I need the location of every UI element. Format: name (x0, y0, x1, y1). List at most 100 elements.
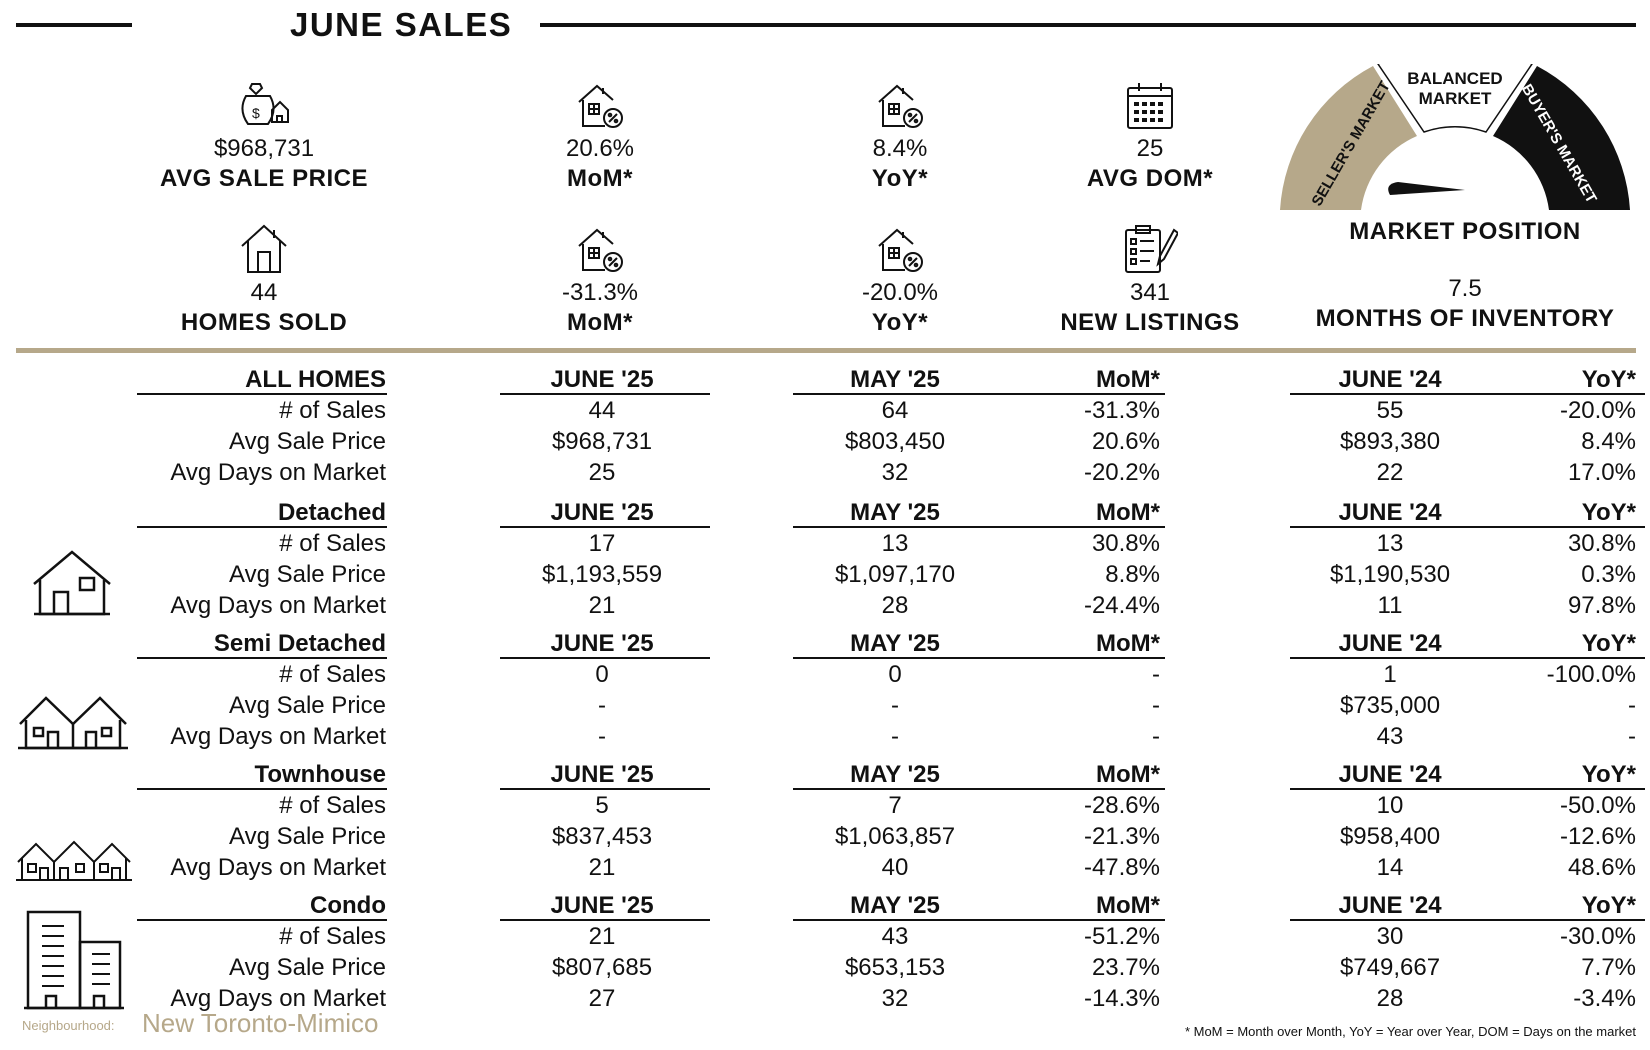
market-position-caption: MARKET POSITION (1349, 218, 1581, 245)
gauge-needle (1388, 182, 1465, 195)
table-cell: -20.2% (1083, 459, 1160, 486)
table-title: Condo (310, 892, 386, 919)
table-title: ALL HOMES (245, 366, 386, 393)
market-position-gauge: BALANCED MARKET SELLER'S MARKET BUYER'S … (1280, 64, 1630, 210)
header-rule-right (540, 23, 1636, 27)
stat-label: YoY* (871, 309, 929, 336)
table-cell: $1,190,530 (1329, 561, 1451, 588)
table-cell: 8.8% (1105, 561, 1160, 588)
column-header-c4: JUNE '24 (1338, 892, 1442, 919)
table-cell: $807,685 (551, 954, 653, 981)
table-title: Townhouse (254, 761, 386, 788)
column-header-c3: MoM* (1096, 366, 1160, 393)
table-cell: -12.6% (1559, 823, 1636, 850)
stat-label: HOMES SOLD (180, 309, 348, 336)
table-header-row: ALL HOMES JUNE '25 MAY '25 MoM* JUNE '24 YoY* (0, 364, 1650, 395)
column-header-c2: MAY '25 (850, 499, 940, 526)
table-row: Avg Days on Market 27 32 -14.3% 28 -3.4% (0, 983, 1650, 1014)
neighbourhood-name: New Toronto-Mimico (142, 1008, 379, 1038)
table-cell: 27 (588, 985, 616, 1012)
table-cell: 28 (1376, 985, 1404, 1012)
table-header-underline (500, 526, 710, 528)
table-cell: 43 (1376, 723, 1404, 750)
table-cell: 30.8% (1567, 530, 1636, 557)
column-header-c2: MAY '25 (850, 366, 940, 393)
neighbourhood-label: Neighbourhood: (22, 1018, 115, 1033)
table-cell: 23.7% (1091, 954, 1160, 981)
gauge-balanced-label-1: BALANCED (1407, 69, 1502, 88)
column-header-c3: MoM* (1096, 892, 1160, 919)
row-label: Avg Sale Price (229, 561, 386, 588)
stat-yoy-price: 8.4% YoY* (770, 78, 1030, 194)
table-header-underline (137, 393, 387, 395)
table-cell: -3.4% (1573, 985, 1636, 1012)
table-row: # of Sales 0 0 - 1 -100.0% (0, 659, 1650, 690)
table-row: # of Sales 44 64 -31.3% 55 -20.0% (0, 395, 1650, 426)
house-percent-icon (470, 222, 730, 274)
semi-detached-icon (18, 696, 128, 750)
table-row: Avg Days on Market 25 32 -20.2% 22 17.0% (0, 457, 1650, 488)
table-cell: 13 (881, 530, 909, 557)
table-cell: -51.2% (1083, 923, 1160, 950)
table-cell: -50.0% (1559, 792, 1636, 819)
row-label: Avg Days on Market (170, 592, 386, 619)
column-header-c1: JUNE '25 (550, 630, 654, 657)
table-cell: - (891, 723, 899, 750)
column-header-c1: JUNE '25 (550, 892, 654, 919)
stat-value: $968,731 (213, 135, 315, 162)
table-title: Detached (277, 499, 386, 526)
row-label: Avg Days on Market (170, 723, 386, 750)
table-header-underline (1290, 919, 1645, 921)
stat-new-listings: 341 NEW LISTINGS (1020, 222, 1280, 338)
table-cell: - (1152, 661, 1160, 688)
stat-homes-sold: 44 HOMES SOLD (134, 222, 394, 338)
table-header-underline (500, 657, 710, 659)
column-header-c2: MAY '25 (850, 892, 940, 919)
stat-value: -31.3% (561, 279, 639, 306)
gauge-balanced-label-2: MARKET (1419, 89, 1492, 108)
table-cell: 32 (881, 459, 909, 486)
table-cell: $958,400 (1339, 823, 1441, 850)
table-header-row: Condo JUNE '25 MAY '25 MoM* JUNE '24 YoY* (0, 890, 1650, 921)
table-header-underline (500, 788, 710, 790)
svg-text:$: $ (252, 105, 260, 121)
table-cell: 8.4% (1581, 428, 1636, 455)
table-cell: -30.0% (1559, 923, 1636, 950)
stat-value: 44 (250, 279, 278, 306)
row-label: Avg Sale Price (229, 823, 386, 850)
table-cell: - (1152, 692, 1160, 719)
house-percent-icon (770, 222, 1030, 274)
column-header-c5: YoY* (1581, 761, 1636, 788)
column-header-c3: MoM* (1096, 761, 1160, 788)
table-cell: 5 (595, 792, 609, 819)
footnote: * MoM = Month over Month, YoY = Year ove… (1184, 1024, 1636, 1039)
calendar-icon (1020, 78, 1280, 130)
table-cell: 48.6% (1567, 854, 1636, 881)
gauge-buyer-segment (1493, 66, 1630, 210)
table-header-underline (1290, 393, 1645, 395)
table-header-row: Semi Detached JUNE '25 MAY '25 MoM* JUNE '24… (0, 628, 1650, 659)
table-cell: 30 (1376, 923, 1404, 950)
table-header-row: Detached JUNE '25 MAY '25 MoM* JUNE '24 YoY* (0, 497, 1650, 528)
townhouse-icon (16, 840, 132, 881)
table-cell: 97.8% (1567, 592, 1636, 619)
stat-avg-dom: 25 AVG DOM* (1020, 78, 1280, 194)
table-cell: 0.3% (1581, 561, 1636, 588)
table-row: Avg Days on Market - - - 43 - (0, 721, 1650, 752)
table-cell: -100.0% (1546, 661, 1636, 688)
stat-value: -20.0% (861, 279, 939, 306)
gauge-seller-segment (1280, 66, 1417, 210)
table-header-underline (793, 657, 1165, 659)
table-header-underline (137, 788, 387, 790)
table-cell: - (1152, 723, 1160, 750)
table-row: # of Sales 5 7 -28.6% 10 -50.0% (0, 790, 1650, 821)
row-label: Avg Sale Price (229, 692, 386, 719)
stat-value: 8.4% (872, 135, 928, 162)
house-icon (134, 222, 394, 274)
table-header-underline (1290, 526, 1645, 528)
section-divider (16, 348, 1636, 353)
stat-label: NEW LISTINGS (1060, 309, 1240, 336)
row-label: # of Sales (279, 397, 386, 424)
table-header-underline (500, 919, 710, 921)
table-header-underline (137, 919, 387, 921)
